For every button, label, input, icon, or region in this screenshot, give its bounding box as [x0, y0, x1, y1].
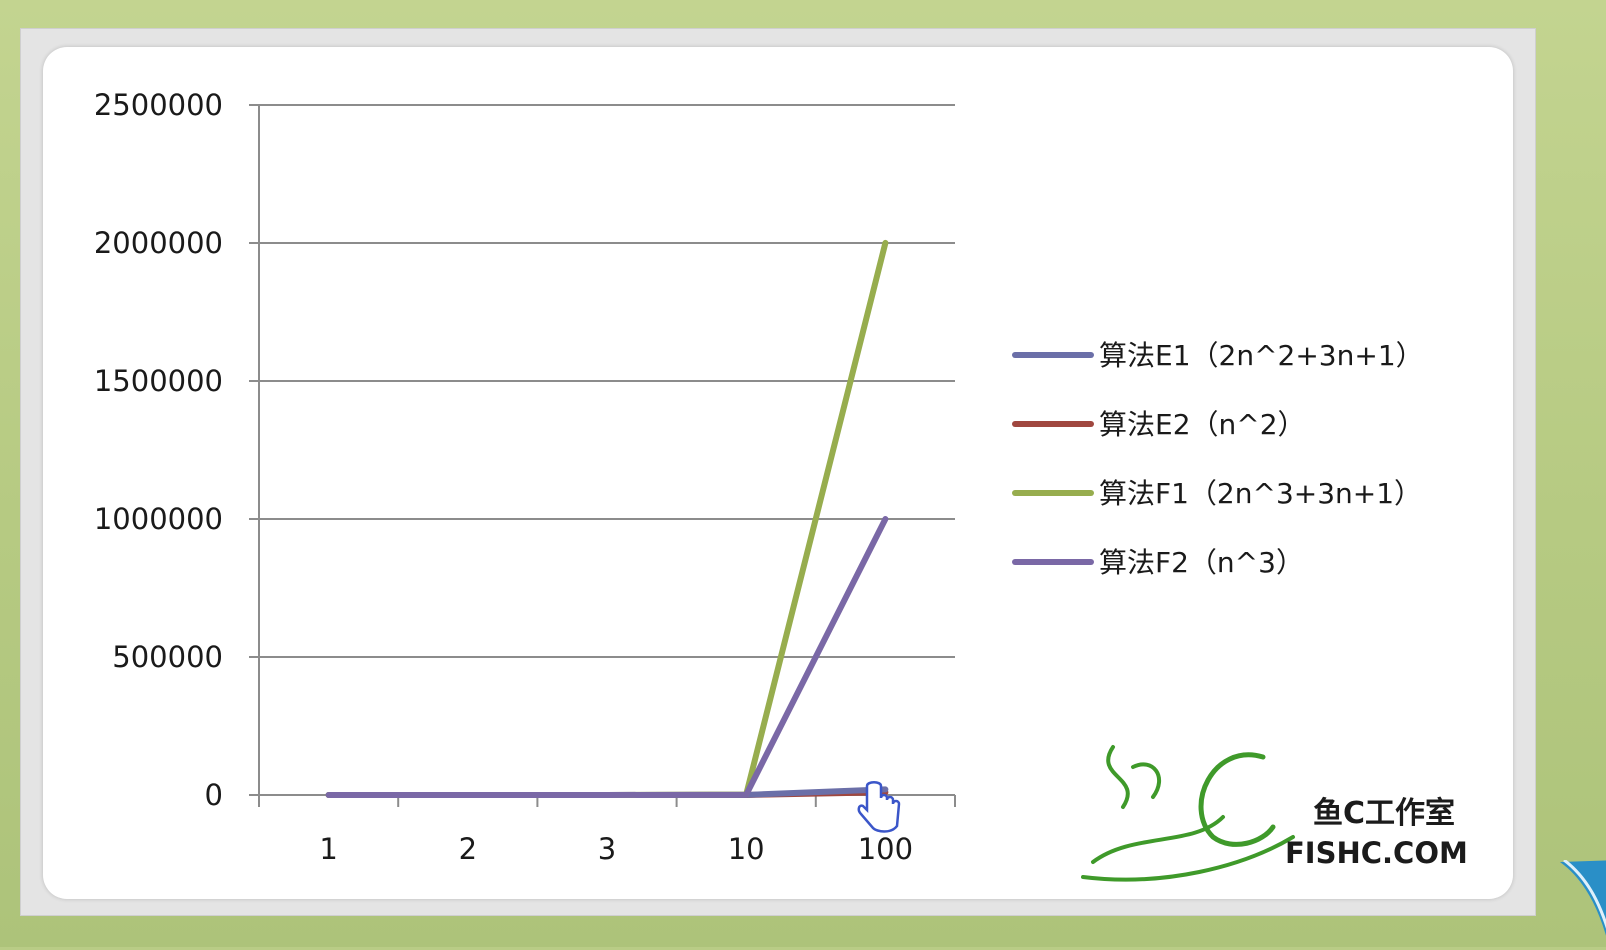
x-tick-label: 2: [459, 832, 477, 866]
y-tick-label: 1500000: [94, 364, 223, 398]
y-tick-label: 0: [205, 778, 223, 812]
legend: 算法E1（2n^2+3n+1） 算法E2（n^2） 算法F1（2n^3+3n+1） 算…: [1012, 339, 1424, 579]
series-line-4: [325, 516, 889, 798]
x-tick-label: 100: [858, 832, 913, 866]
y-tick-labels: 0 500000 1000000 1500000 2000000 2500000: [94, 88, 223, 812]
y-tick-label: 2500000: [94, 88, 223, 122]
legend-label: 算法F1（2n^3+3n+1）: [1099, 477, 1422, 510]
legend-label: 算法E1（2n^2+3n+1）: [1099, 339, 1424, 372]
x-tick-label: 10: [728, 832, 765, 866]
y-tick-label: 500000: [112, 640, 223, 674]
logo-site-text: FISHC.COM: [1285, 836, 1468, 870]
y-tick-label: 1000000: [94, 502, 223, 536]
corner-swoosh-decoration: [1560, 860, 1606, 936]
y-tick-label: 2000000: [94, 226, 223, 260]
logo-studio-text: 鱼C工作室: [1313, 796, 1455, 831]
legend-label: 算法F2（n^3）: [1099, 546, 1304, 579]
legend-label: 算法E2（n^2）: [1099, 408, 1306, 441]
fishc-logo: 鱼C工作室 FISHC.COM: [1081, 745, 1468, 882]
x-tick-labels: 1 2 3 10 100: [319, 832, 913, 866]
gridlines: [249, 104, 955, 658]
logo-c-stroke: [1198, 752, 1276, 847]
x-tick-label: 1: [319, 832, 337, 866]
hand-pointer-cursor-icon: [857, 781, 901, 833]
logo-script-stroke: [1081, 745, 1295, 882]
series-lines: [325, 239, 889, 798]
x-tick-label: 3: [598, 832, 616, 866]
axes: [249, 105, 956, 807]
